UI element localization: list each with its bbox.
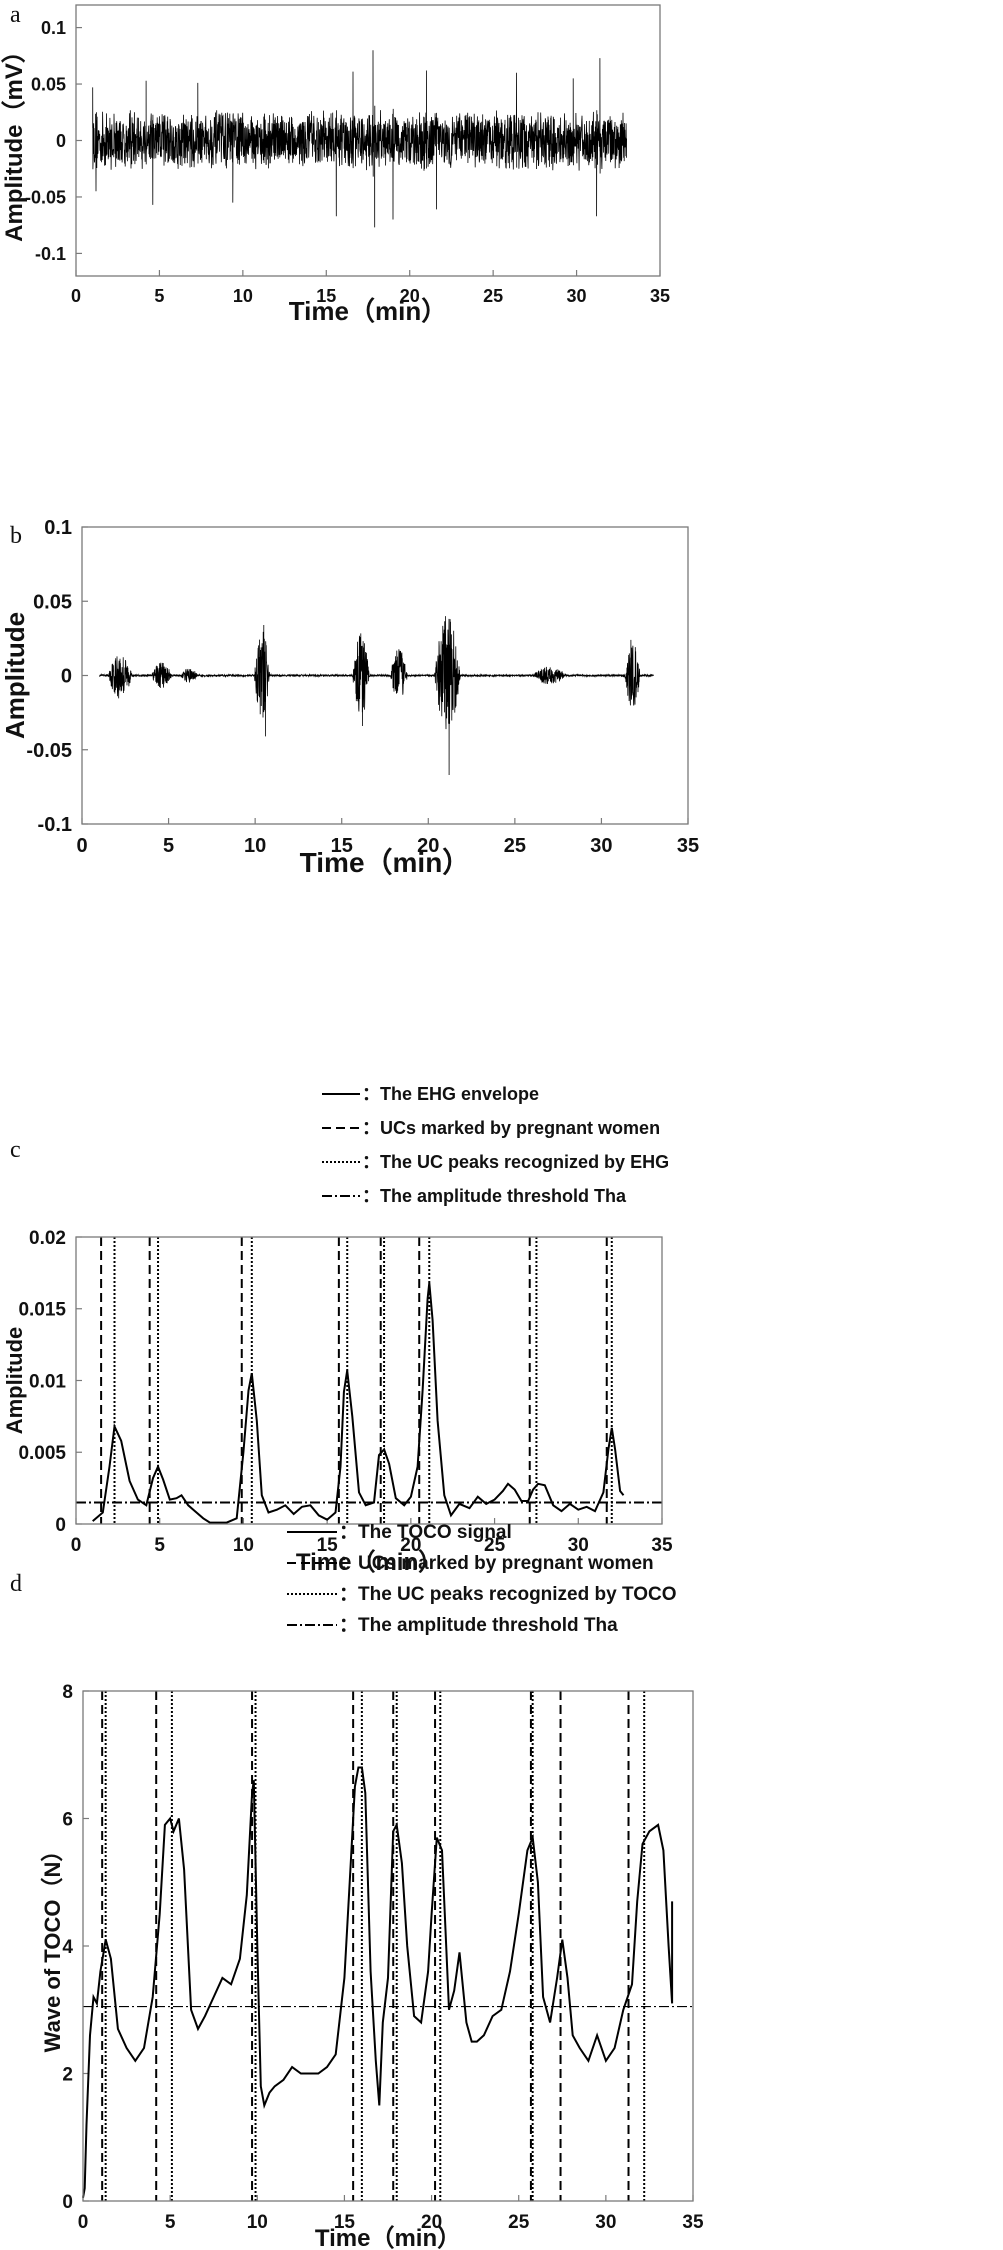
y-tick-label: -0.1 — [38, 814, 72, 836]
panel-b-x-axis-label: Time（min） — [300, 846, 471, 878]
legend-text-4: ：The amplitude threshold Tha — [362, 1186, 627, 1206]
x-tick-label: 35 — [677, 835, 699, 857]
panel-c-chart: ：The EHG envelope ：UCs marked by pregnant… — [2, 1084, 673, 1576]
panel-d-y-axis-label: Wave of TOCO（N） — [40, 1840, 65, 2053]
x-tick-label: 5 — [165, 2212, 176, 2233]
panel-c-axes-frame — [75, 1236, 663, 1525]
panel-a-plot-area — [92, 50, 627, 228]
y-tick-label: 0.005 — [18, 1443, 66, 1464]
x-tick-label: 0 — [76, 835, 87, 857]
x-tick-label: 10 — [233, 1535, 254, 1556]
y-tick-label: 0.05 — [31, 75, 66, 95]
x-tick-label: 15 — [334, 2212, 356, 2233]
panel-b-y-axis-label: Amplitude — [0, 612, 30, 739]
panel-c-plot-area — [76, 1237, 662, 1524]
x-tick-label: 25 — [508, 2212, 530, 2233]
y-tick-label: 0.1 — [44, 517, 72, 539]
x-tick-label: 15 — [331, 835, 353, 857]
x-tick-label: 20 — [421, 2212, 442, 2233]
y-tick-label: 0 — [61, 666, 72, 688]
panel-b-ticks: 0 5 10 15 20 25 30 35 -0.1 -0.05 0 0.05 0.1 — [26, 517, 699, 857]
panel-a-ticks: 0 5 10 15 20 25 30 35 -0.1 -0.05 0 0.05 0.1 — [25, 18, 670, 306]
panel-c-legend: ：The EHG envelope ：UCs marked by pregnant… — [322, 1084, 669, 1206]
x-tick-label: 35 — [651, 1535, 673, 1556]
x-tick-label: 10 — [247, 2212, 268, 2233]
panel-d-ticks: 0 5 10 15 20 25 30 35 0 2 4 6 8 — [62, 1682, 704, 2233]
x-tick-label: 30 — [568, 1535, 589, 1556]
y-tick-label: 0.02 — [29, 1228, 66, 1249]
y-tick-label: 0.05 — [33, 591, 72, 613]
panel-d-plot-area — [82, 1691, 693, 2201]
legend-text-1: ：The EHG envelope — [362, 1084, 539, 1104]
x-tick-label: 25 — [504, 835, 526, 857]
x-tick-label: 0 — [71, 286, 81, 306]
x-tick-label: 30 — [595, 2212, 616, 2233]
x-tick-label: 0 — [71, 1535, 82, 1556]
x-tick-label: 20 — [417, 835, 439, 857]
x-tick-label: 20 — [400, 286, 420, 306]
x-tick-label: 5 — [154, 1535, 165, 1556]
y-tick-label: 4 — [62, 1937, 73, 1958]
toco-signal-line — [82, 1766, 674, 2198]
y-tick-label: -0.05 — [25, 187, 66, 207]
panel-letter-a: a — [10, 2, 21, 28]
panel-letter-d: d — [10, 1571, 22, 1597]
y-tick-label: 0 — [55, 1515, 66, 1536]
y-tick-label: 6 — [62, 1809, 73, 1830]
panel-c-ticks: 0 5 10 15 20 25 30 35 0 0.005 0.01 0.015 0.02 — [18, 1228, 673, 1556]
panel-b-signal-line — [98, 616, 654, 776]
y-tick-label: -0.05 — [26, 740, 72, 762]
legend-text-4: ：The amplitude threshold Tha — [339, 1615, 618, 1636]
x-tick-label: 20 — [400, 1535, 421, 1556]
x-tick-label: 35 — [650, 286, 670, 306]
panel-a-y-axis-label: Amplitude（mV） — [1, 39, 28, 242]
panel-c-y-axis-label: Amplitude — [2, 1327, 27, 1435]
panel-a-signal-line — [92, 50, 627, 228]
x-tick-label: 25 — [484, 1535, 506, 1556]
y-tick-label: 2 — [62, 2064, 73, 2085]
panel-letter-c: c — [10, 1137, 21, 1163]
panel-a-chart: 0 5 10 15 20 25 30 35 -0.1 -0.05 0 0.05 0.1 Time（min… — [1, 4, 670, 326]
x-tick-label: 30 — [590, 835, 612, 857]
panel-b-axes-frame — [81, 526, 689, 825]
panel-letter-b: b — [10, 523, 22, 549]
y-tick-label: 0.1 — [41, 18, 66, 38]
y-tick-label: 0 — [56, 131, 66, 151]
ehg-envelope-line — [92, 1282, 625, 1524]
y-tick-label: 0 — [62, 2192, 73, 2213]
x-tick-label: 0 — [78, 2212, 89, 2233]
y-tick-label: 8 — [62, 1682, 73, 1703]
legend-text-2: ：UCs marked by pregnant women — [362, 1118, 660, 1138]
panel-a-axes-frame — [75, 4, 661, 277]
x-tick-label: 15 — [317, 1535, 339, 1556]
y-tick-label: 0.01 — [29, 1371, 66, 1392]
y-tick-label: -0.1 — [35, 244, 66, 264]
x-tick-label: 10 — [244, 835, 266, 857]
x-tick-label: 15 — [316, 286, 336, 306]
x-tick-label: 30 — [567, 286, 587, 306]
legend-text-2: ：UCs marked by pregnant women — [339, 1553, 654, 1574]
x-tick-label: 5 — [163, 835, 174, 857]
x-tick-label: 25 — [483, 286, 503, 306]
y-tick-label: 0.015 — [18, 1300, 66, 1321]
panel-b-chart: 0 5 10 15 20 25 30 35 -0.1 -0.05 0 0.05 0.1 Time（min… — [0, 517, 699, 878]
legend-text-1: ：The TOCO signal — [339, 1522, 512, 1543]
panel-a-x-axis-label: Time（min） — [289, 296, 447, 326]
legend-text-3: ：The UC peaks recognized by EHG — [362, 1152, 669, 1172]
x-tick-label: 35 — [682, 2212, 704, 2233]
panel-d-legend: ：The TOCO signal ：UCs marked by pregnant … — [287, 1522, 677, 1636]
panel-d-axes-frame — [82, 1690, 694, 2202]
panel-d-x-axis-label: Time（min） — [315, 2225, 461, 2250]
panel-b-plot-area — [98, 616, 654, 776]
x-tick-label: 5 — [154, 286, 164, 306]
panel-d-chart: ：The TOCO signal ：UCs marked by pregnant … — [40, 1522, 704, 2250]
legend-text-3: ：The UC peaks recognized by TOCO — [339, 1584, 677, 1605]
x-tick-label: 10 — [233, 286, 253, 306]
